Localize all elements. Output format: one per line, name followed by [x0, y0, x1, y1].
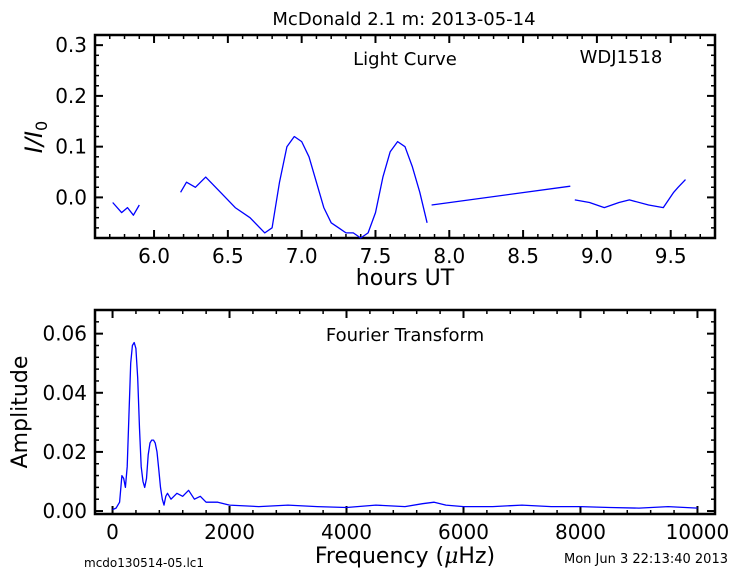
- fourier-xlabel: Frequency (μHz): [315, 544, 495, 569]
- light-curve-xtick-label: 8.5: [507, 244, 539, 268]
- light-curve-ytick-label: 0.3: [55, 33, 87, 57]
- fourier-series-line: [112, 341, 698, 511]
- light-curve-series-line: [180, 135, 428, 239]
- fourier-xtick-label: 6000: [438, 520, 489, 544]
- fourier-xtick-label: 2000: [204, 520, 255, 544]
- fourier-ylabel: Amplitude: [8, 356, 33, 469]
- footer-timestamp: Mon Jun 3 22:13:40 2013: [564, 552, 728, 567]
- fourier-annotation: Fourier Transform: [326, 325, 484, 346]
- fourier-xtick-label: 10000: [666, 520, 730, 544]
- fourier-xtick-label: 0: [106, 520, 119, 544]
- fourier-ytick-label: 0.02: [42, 440, 87, 464]
- fourier-xtick-label: 8000: [555, 520, 606, 544]
- fourier-ticks: 0 2000 4000 6000 8000 10000 0.00 0.02 0.04 0.06: [42, 310, 729, 544]
- fourier-panel: 0 2000 4000 6000 8000 10000 0.00 0.02 0.04 0.06 F…: [8, 308, 729, 569]
- xlabel-mu: μ: [444, 544, 458, 569]
- light-curve-series: [112, 135, 686, 239]
- fourier-frame: [93, 308, 717, 516]
- fourier-ytick-label: 0.06: [42, 322, 87, 346]
- light-curve-ytick-label: 0.1: [55, 135, 87, 159]
- ylabel-sub: 0: [32, 121, 51, 131]
- light-curve-series-line: [431, 185, 571, 206]
- light-curve-xtick-label: 9.5: [655, 244, 687, 268]
- light-curve-annotation: Light Curve: [353, 49, 457, 70]
- fourier-xtick-label: 4000: [321, 520, 372, 544]
- light-curve-series-line: [574, 179, 686, 209]
- xlabel-main: Frequency (: [315, 544, 444, 569]
- xlabel-end: Hz): [458, 544, 495, 569]
- light-curve-xtick-label: 9.0: [581, 244, 613, 268]
- fourier-ytick-label: 0.04: [42, 381, 87, 405]
- light-curve-xtick-label: 6.5: [212, 244, 244, 268]
- ylabel-i: I: [20, 146, 48, 153]
- light-curve-series-line: [112, 202, 140, 216]
- light-curve-panel: 6.0 6.5 7.0 7.5 8.0 8.5 9.0 9.5 0.0 0.1 0.2 0.3 Lig…: [20, 33, 717, 291]
- footer-filename: mcdo130514-05.lc1: [84, 556, 204, 570]
- ylabel-slash: /: [20, 135, 48, 148]
- light-curve-xtick-label: 8.0: [433, 244, 465, 268]
- fourier-ytick-label: 0.00: [42, 499, 87, 523]
- light-curve-xtick-label: 7.0: [286, 244, 318, 268]
- ylabel-i0: I: [20, 131, 48, 138]
- light-curve-xtick-label: 7.5: [360, 244, 392, 268]
- light-curve-ylabel: I/I0: [20, 121, 51, 153]
- light-curve-xtick-label: 6.0: [138, 244, 170, 268]
- figure-title: McDonald 2.1 m: 2013-05-14: [272, 9, 535, 30]
- light-curve-ytick-label: 0.0: [55, 185, 87, 209]
- light-curve-ticks: 6.0 6.5 7.0 7.5 8.0 8.5 9.0 9.5 0.0 0.1 0.2 0.3: [55, 33, 716, 268]
- light-curve-xlabel: hours UT: [356, 266, 455, 291]
- target-name: WDJ1518: [580, 47, 663, 68]
- fourier-series: [112, 341, 698, 511]
- light-curve-ytick-label: 0.2: [55, 84, 87, 108]
